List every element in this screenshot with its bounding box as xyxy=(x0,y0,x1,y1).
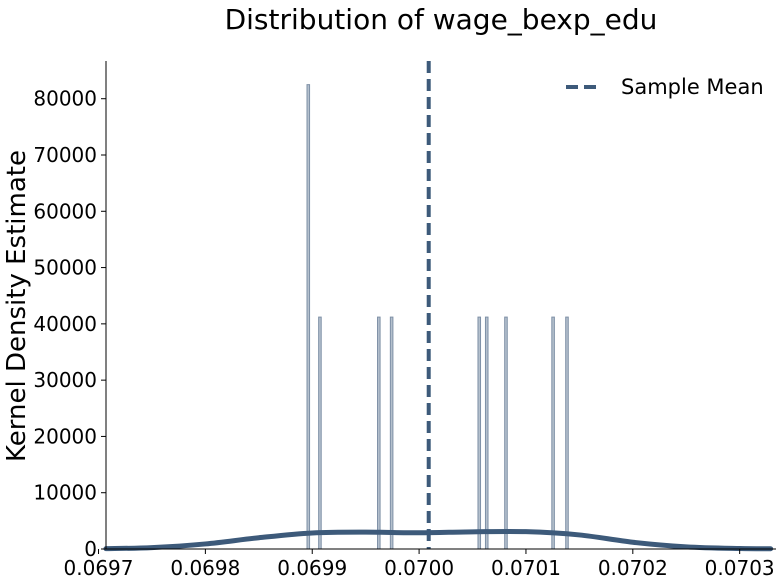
x-tick-label: 0.0700 xyxy=(384,556,454,580)
y-tick-label: 60000 xyxy=(33,199,97,223)
kde-curve xyxy=(103,528,774,552)
legend: Sample Mean xyxy=(566,75,764,99)
y-tick-label: 30000 xyxy=(33,368,97,392)
histogram-bar xyxy=(477,316,482,550)
histogram-bar xyxy=(551,316,555,550)
y-tick-label: 10000 xyxy=(33,481,97,505)
bars-group xyxy=(306,84,569,550)
x-tick-label: 0.0697 xyxy=(64,556,134,580)
chart-title: Distribution of wage_bexp_edu xyxy=(225,3,658,36)
y-tick-label: 80000 xyxy=(33,87,97,111)
y-axis-label: Kernel Density Estimate xyxy=(2,150,32,462)
histogram-bar xyxy=(306,84,311,550)
histogram-bar xyxy=(565,316,569,550)
histogram-bar xyxy=(504,316,508,550)
x-tick-label: 0.0701 xyxy=(491,556,561,580)
y-tick-label: 70000 xyxy=(33,143,97,167)
kde-group xyxy=(103,528,774,552)
x-tick-label: 0.0702 xyxy=(598,556,668,580)
y-tick-label: 0 xyxy=(84,537,97,561)
x-tick-label: 0.0698 xyxy=(170,556,240,580)
legend-label: Sample Mean xyxy=(621,75,764,99)
x-tick-label: 0.0699 xyxy=(277,556,347,580)
histogram-bar xyxy=(377,316,381,550)
histogram-bar xyxy=(318,316,322,550)
histogram-bar xyxy=(484,316,489,550)
y-tick-label: 20000 xyxy=(33,424,97,448)
x-tick-label: 0.0703 xyxy=(705,556,775,580)
histogram-bar xyxy=(389,316,394,550)
axes: 0 10000 20000 30000 40000 50000 60000 70000 8000… xyxy=(33,61,776,580)
y-tick-label: 40000 xyxy=(33,312,97,336)
y-tick-label: 50000 xyxy=(33,256,97,280)
